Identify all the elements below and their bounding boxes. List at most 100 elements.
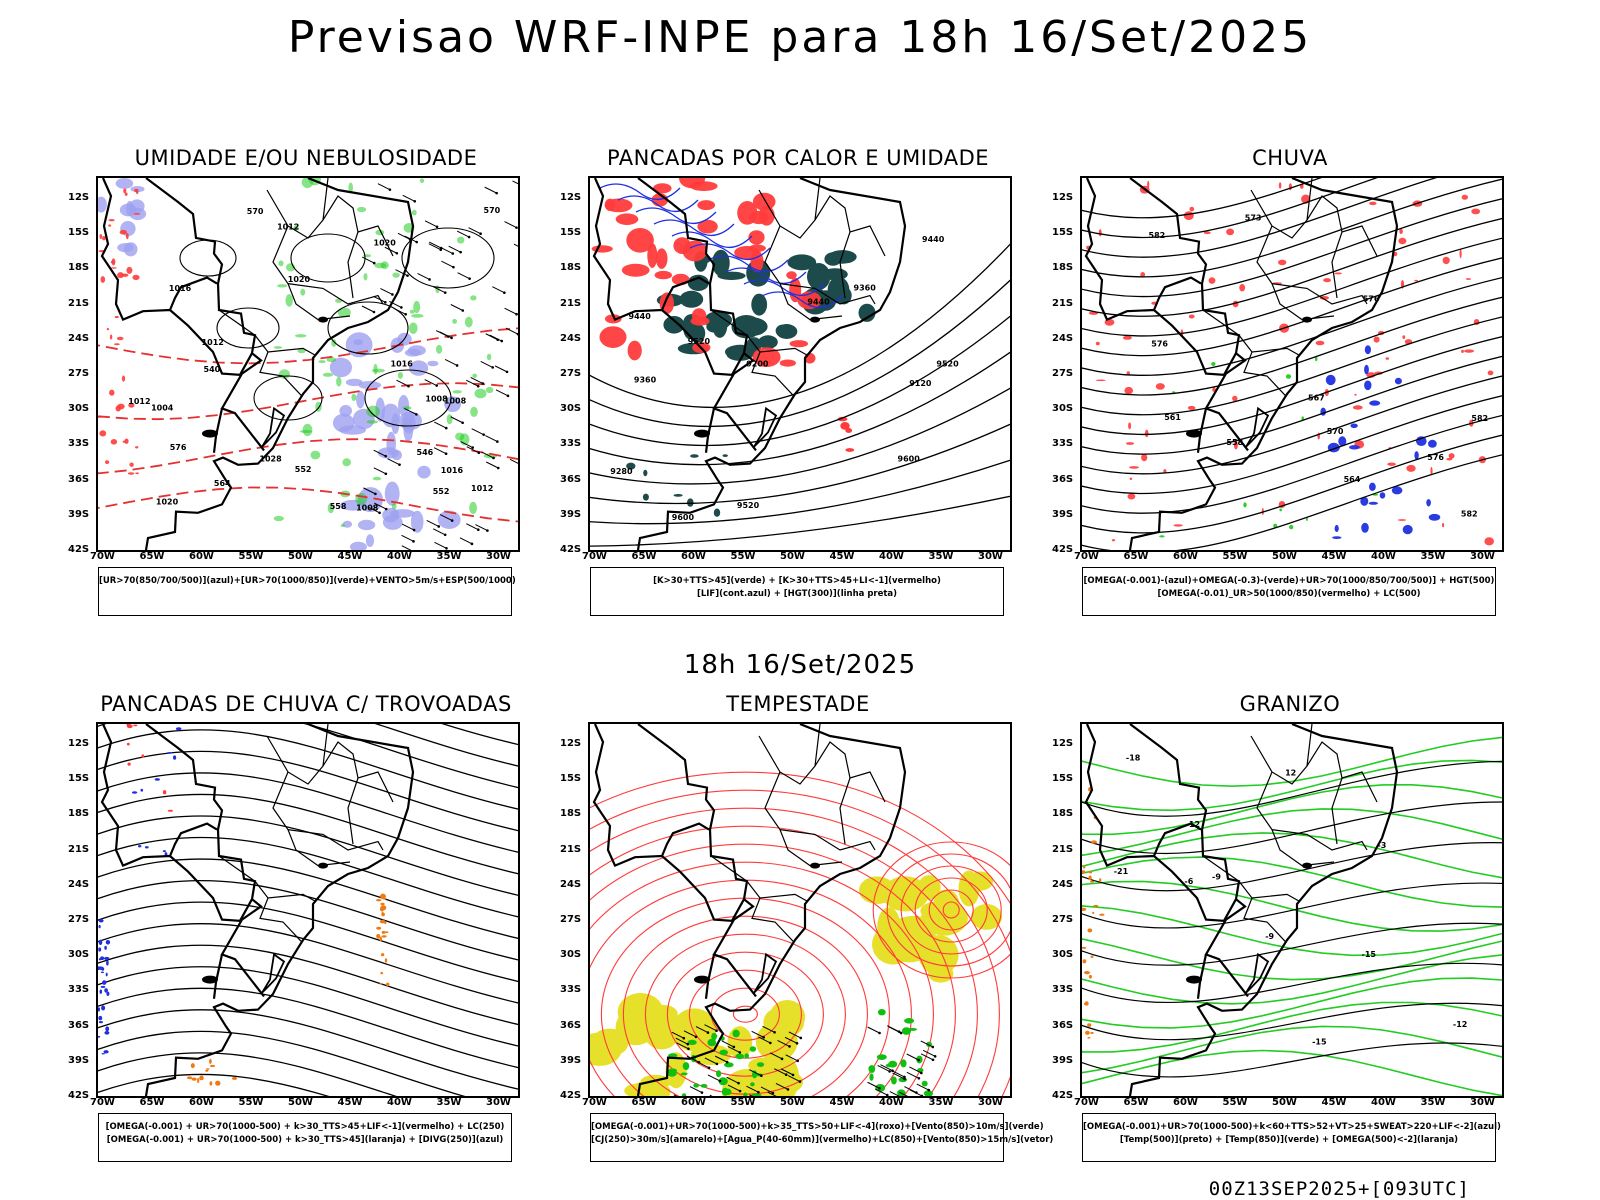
wind-vector [387, 458, 400, 466]
field-patch [126, 742, 130, 746]
field-patch [380, 894, 383, 898]
lon-tick-label: 70W [1074, 551, 1099, 562]
wind-vector [426, 520, 439, 527]
lon-tick-label: 40W [387, 551, 412, 562]
field-patch [1471, 208, 1481, 215]
footer-run-label: 00Z13SEP2025+[093UTC] [1208, 1178, 1470, 1200]
wind-vector [727, 1045, 740, 1053]
field-patch [1090, 880, 1095, 883]
contour-label: 9440 [807, 298, 830, 307]
field-patch [869, 1073, 874, 1081]
li-contour [653, 219, 735, 236]
wind-vector [459, 537, 473, 545]
lat-tick-label: 24S [560, 878, 582, 890]
state-border [592, 178, 745, 376]
lon-tick-label: 30W [978, 1097, 1003, 1108]
field-patch [673, 237, 691, 254]
wind-vector-head [384, 507, 388, 511]
wind-vector [433, 447, 447, 455]
hgt-labels: 9600 9600 9520 9520 9520 9440 9440 9440 9360 9360… [610, 235, 959, 522]
li-contour [689, 243, 771, 260]
state-border [1152, 276, 1202, 311]
reservoir-marker [318, 862, 328, 869]
contour-label: 552 [433, 487, 450, 496]
contour-label: 576 [170, 443, 187, 452]
lon-tick-label: 55W [730, 1097, 756, 1108]
contour-label: 9280 [610, 467, 633, 476]
contour-label: -12 [1453, 1020, 1467, 1029]
field-patch [1414, 279, 1419, 282]
field-patch [413, 300, 421, 314]
wind-vector [424, 379, 437, 386]
field-patch [1090, 955, 1094, 958]
contour-label: 570 [1327, 427, 1344, 436]
field-patch [1212, 387, 1216, 392]
wind-vector-head [757, 1090, 760, 1094]
field-patch [751, 1093, 762, 1096]
field-patch [1083, 1002, 1088, 1006]
unstable-orange [376, 893, 390, 987]
wind-vector [777, 1039, 790, 1047]
field-patch [302, 423, 313, 437]
lat-tick-label: 36S [68, 1019, 90, 1031]
field-patch [749, 1046, 757, 1052]
lake-marker [1186, 429, 1202, 438]
contour-label: 9600 [672, 513, 695, 522]
field-patch [1082, 907, 1087, 911]
hgt-contour [590, 387, 1010, 485]
hgt-contour [590, 279, 1010, 428]
field-patch [336, 376, 342, 387]
wind-vector [435, 330, 449, 337]
field-patch [807, 263, 831, 290]
field-patch [127, 472, 135, 475]
field-patch [103, 1050, 109, 1054]
wind-vector-head [878, 1086, 881, 1090]
field-patch [131, 791, 138, 794]
field-patch [436, 344, 443, 354]
wind-vector [485, 435, 498, 443]
wind-vector-head [903, 1075, 906, 1079]
temp850-green [1082, 736, 1502, 1096]
field-patch [470, 406, 478, 417]
geo-borders [592, 178, 907, 550]
state-border [1271, 283, 1368, 305]
field-patch [626, 228, 654, 253]
wind-vector [480, 360, 493, 368]
hgt-contour [590, 243, 1010, 409]
field-patch [376, 899, 382, 902]
temp850-contour [1082, 880, 1502, 932]
streamline [942, 901, 960, 919]
streamline [1082, 178, 1502, 278]
wind-vector [433, 286, 446, 294]
field-patch [391, 503, 397, 510]
field-patch [101, 1005, 106, 1011]
panel-title: CHUVA [1252, 146, 1328, 170]
hgt-contour [590, 315, 1010, 447]
field-patch [679, 178, 706, 189]
lat-tick-label: 18S [68, 262, 90, 274]
wind-vector-head [446, 335, 450, 338]
field-patch [687, 498, 694, 507]
contour-label: 9360 [854, 284, 877, 293]
wind-vector [509, 458, 518, 464]
state-border [100, 178, 253, 376]
streamline [590, 771, 1010, 904]
field-patch [135, 188, 139, 195]
field-patch [1211, 362, 1216, 366]
wind-vector [457, 272, 470, 280]
field-patch [115, 178, 134, 189]
temp850-contour [1082, 759, 1502, 812]
unstable-red [126, 724, 173, 812]
contour-label: 1020 [374, 239, 397, 248]
wind-vector-head [917, 1058, 921, 1062]
wind-vector-head [398, 463, 401, 466]
field-patch [110, 261, 115, 264]
state-border [1152, 822, 1202, 857]
state-border [1243, 897, 1286, 942]
state-border [168, 276, 218, 311]
field-patch [199, 1075, 204, 1081]
wind-vector [920, 1053, 934, 1061]
wind-vector-head [477, 451, 481, 455]
field-patch [1141, 453, 1148, 462]
contour-label: -15 [1362, 950, 1377, 959]
